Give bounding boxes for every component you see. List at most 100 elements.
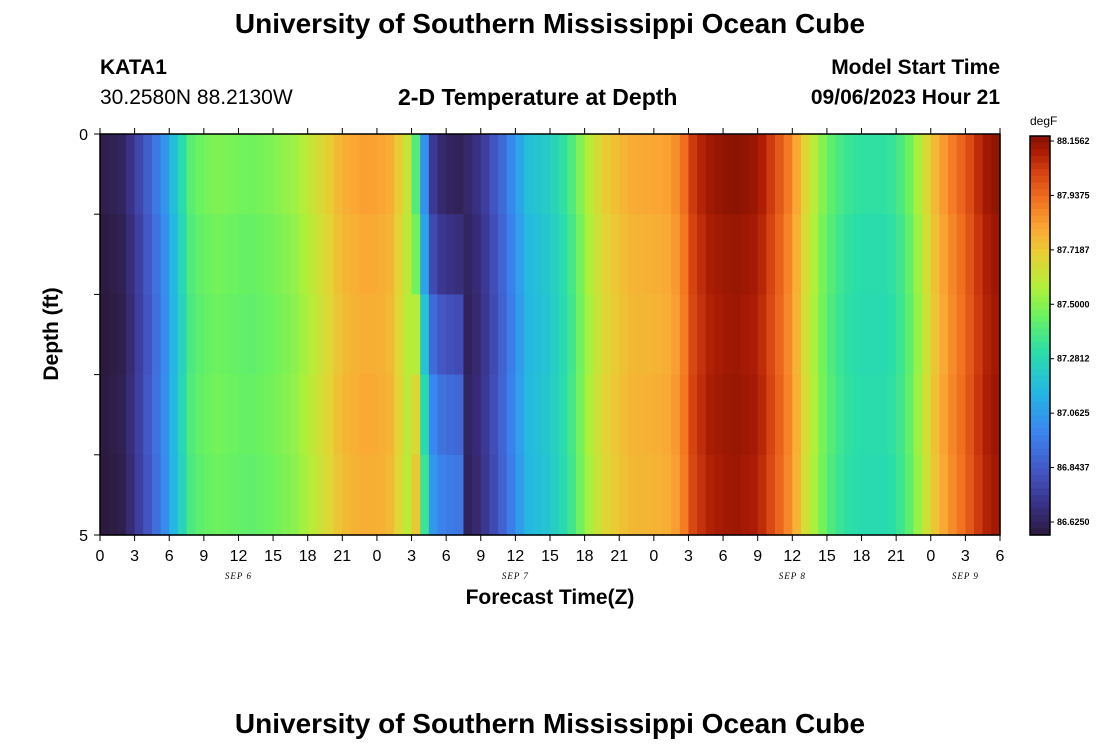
heatmap-cell [878, 454, 889, 536]
x-tick-label: 12 [230, 548, 248, 565]
heatmap-cell [134, 134, 144, 215]
heatmap-cell [610, 134, 620, 215]
heatmap-cell [939, 134, 949, 215]
heatmap-cell [229, 374, 240, 456]
colorbar-segment [1030, 428, 1050, 436]
heatmap-cell [800, 134, 811, 215]
heatmap-cell [169, 374, 179, 456]
colorbar-label: 87.7187 [1057, 245, 1090, 255]
x-tick-label: 21 [333, 548, 351, 565]
heatmap-cell [290, 374, 300, 456]
heatmap-cell [749, 454, 759, 536]
heatmap-cell [922, 294, 932, 376]
heatmap-cell [731, 454, 741, 536]
heatmap-cell [151, 294, 162, 376]
heatmap-cell [852, 294, 863, 376]
heatmap-cell [896, 134, 906, 215]
heatmap-cell [766, 454, 776, 536]
heatmap-cell [368, 214, 378, 295]
x-tick-label: 9 [476, 548, 485, 565]
heatmap-cell [740, 374, 750, 456]
colorbar-segment [1030, 435, 1050, 443]
heatmap-cell [177, 454, 188, 536]
heatmap-cell [939, 214, 949, 295]
heatmap-cell [956, 294, 966, 376]
heatmap-cell [203, 294, 214, 376]
heatmap-cell [333, 134, 343, 215]
heatmap-cell [498, 214, 508, 295]
heatmap-cell [852, 134, 863, 215]
heatmap-cell [974, 134, 984, 215]
heatmap-cell [108, 134, 118, 215]
heatmap-cell [558, 134, 568, 215]
heatmap-cell [575, 214, 586, 295]
heatmap-cell [593, 294, 603, 376]
heatmap-cell [653, 374, 664, 456]
heatmap-cell [783, 374, 793, 456]
heatmap-cell [515, 134, 525, 215]
heatmap-cell [143, 134, 153, 215]
heatmap-cell [558, 294, 568, 376]
heatmap-cell [532, 134, 542, 215]
heatmap-cell [212, 374, 222, 456]
heatmap-cell [878, 374, 889, 456]
heatmap-cell [679, 134, 690, 215]
heatmap-cell [861, 134, 871, 215]
heatmap-cell [177, 134, 188, 215]
heatmap-cell [524, 374, 534, 456]
x-axis-ticks: 0 3 6 9 12 15 18 21 0 3 6 9 12 15 18 21 0 3 6 9 12 15 18 21 0 3 6 [96, 128, 1005, 565]
heatmap-cell [844, 294, 854, 376]
colorbar-segment [1030, 242, 1050, 250]
x-tick-label: 6 [442, 548, 451, 565]
heatmap-cell [835, 214, 845, 295]
heatmap-cell [221, 454, 231, 536]
heatmap-cell [567, 214, 577, 295]
heatmap-cell [316, 214, 326, 295]
heatmap-cell [151, 454, 162, 536]
heatmap-cell [800, 374, 811, 456]
heatmap-cell [541, 374, 551, 456]
heatmap-cell [610, 454, 620, 536]
heatmap-cell [350, 454, 361, 536]
heatmap-cell [930, 374, 941, 456]
heatmap-cell [567, 134, 577, 215]
heatmap-cell [117, 134, 127, 215]
heatmap-cell [731, 214, 741, 295]
heatmap-cell [870, 134, 880, 215]
colorbar-segment [1030, 455, 1050, 463]
heatmap-cell [463, 214, 473, 295]
heatmap-cell [454, 454, 465, 536]
heatmap-cell [532, 454, 542, 536]
colorbar-segment [1030, 348, 1050, 357]
heatmap-cell [593, 134, 603, 215]
x-tick-label: 21 [887, 548, 905, 565]
heatmap-cell [965, 374, 975, 456]
colorbar-segment [1030, 468, 1050, 476]
heatmap-cell [186, 134, 196, 215]
colorbar-segment [1030, 528, 1050, 536]
colorbar-segment [1030, 275, 1050, 283]
heatmap-cell [575, 374, 586, 456]
heatmap-cell [463, 134, 473, 215]
heatmap-cell [290, 214, 300, 295]
heatmap-cell [342, 294, 352, 376]
heatmap-cell [835, 294, 845, 376]
heatmap-cell [809, 374, 819, 456]
heatmap-cell [221, 374, 231, 456]
heatmap-cell [766, 214, 776, 295]
x-tick-label: 15 [264, 548, 282, 565]
heatmap-cell [134, 294, 144, 376]
heatmap-cell [930, 294, 941, 376]
heatmap-cell [290, 454, 300, 536]
heatmap-cell [472, 214, 482, 295]
heatmap-cell [575, 134, 586, 215]
heatmap-cell [221, 134, 231, 215]
heatmap-cell [601, 294, 612, 376]
heatmap-cell [619, 134, 629, 215]
heatmap-cell [506, 294, 516, 376]
colorbar-label: 86.6250 [1057, 517, 1090, 527]
footer-title: University of Southern Mississippi Ocean… [234, 708, 866, 739]
heatmap-cell [506, 454, 516, 536]
heatmap-cell [757, 374, 767, 456]
heatmap-cell [584, 134, 594, 215]
